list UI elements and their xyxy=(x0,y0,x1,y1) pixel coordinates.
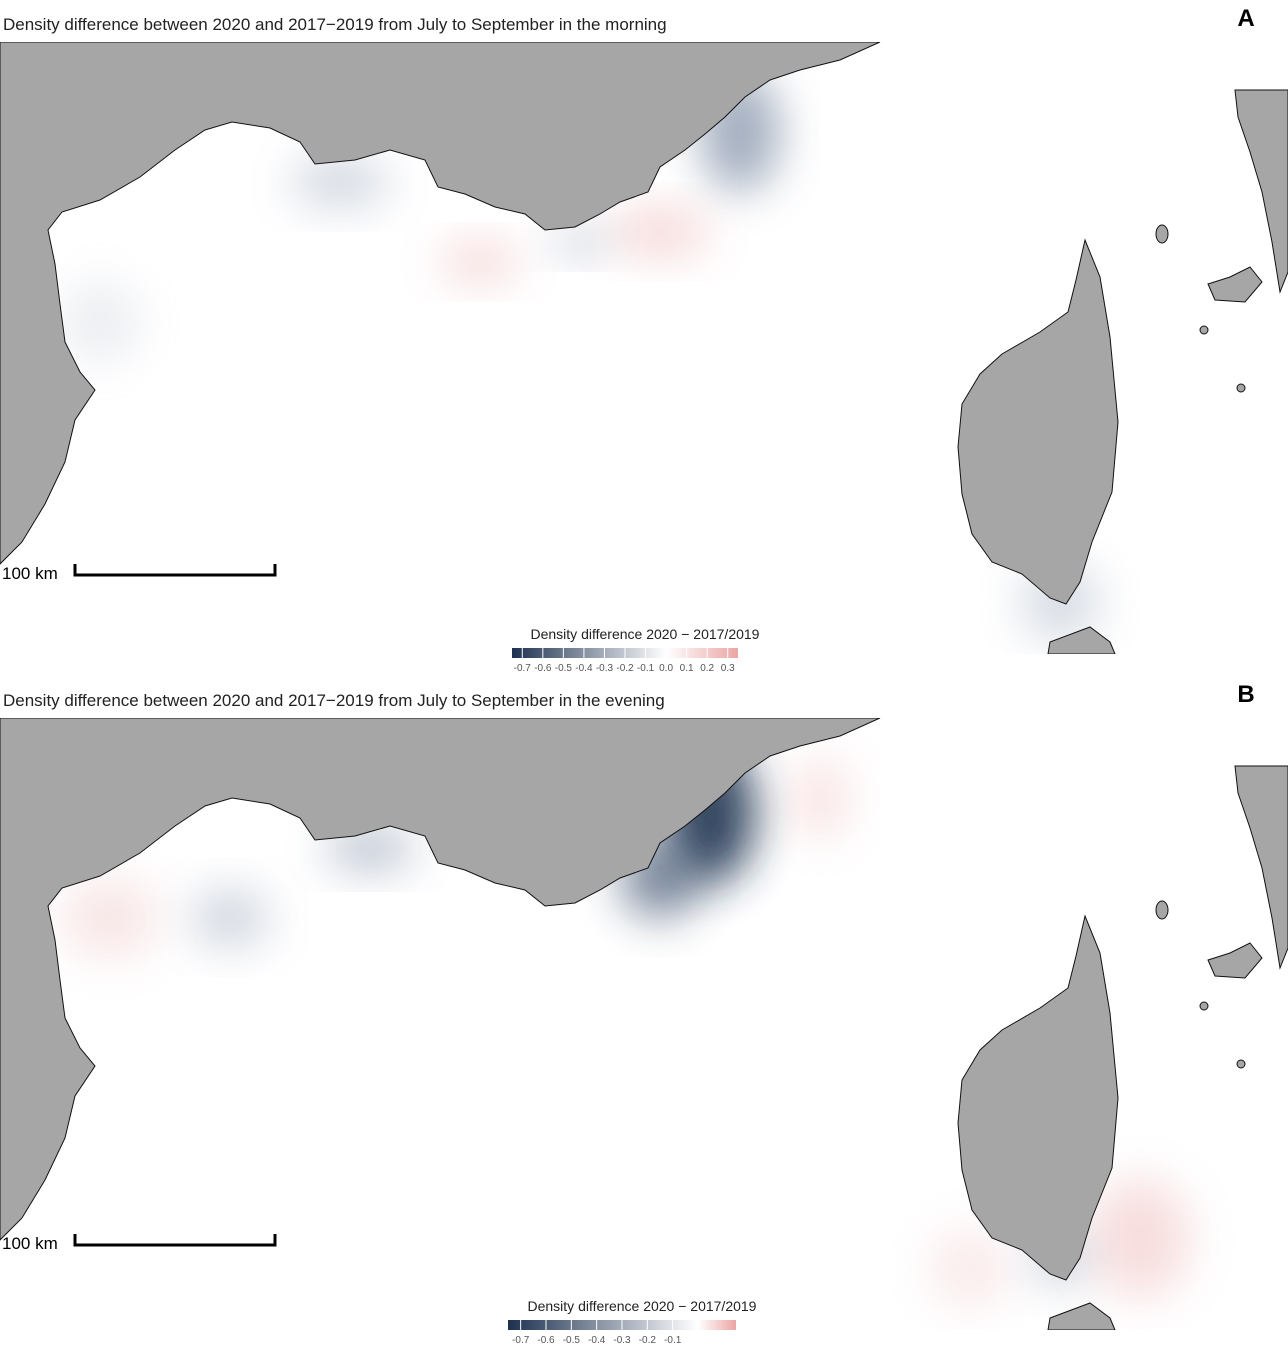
legend-title: Density difference 2020 − 2017/2019 xyxy=(531,626,760,642)
legend-tick-label: 0.1 xyxy=(680,663,694,674)
panel-title: Density difference between 2020 and 2017… xyxy=(3,691,665,710)
italy xyxy=(1234,89,1288,294)
mainland-coast xyxy=(0,42,881,565)
panel-letter: B xyxy=(1237,681,1254,708)
density-blob xyxy=(1090,1178,1190,1298)
islet xyxy=(1199,325,1209,335)
elba xyxy=(1207,266,1263,303)
legend-tick-label: -0.3 xyxy=(613,1335,631,1346)
legend-tick-label: -0.5 xyxy=(555,663,573,674)
corsica xyxy=(957,914,1119,1281)
scale-label: 100 km xyxy=(2,1234,58,1253)
islet xyxy=(1236,1059,1246,1069)
corsica xyxy=(957,238,1119,605)
legend-tick-label: -0.2 xyxy=(616,663,634,674)
density-blob xyxy=(440,242,520,282)
italy xyxy=(1234,765,1288,970)
land xyxy=(0,718,1288,1330)
density-blob xyxy=(930,1228,1010,1308)
panel-letter: A xyxy=(1237,5,1254,32)
legend-tick-label: 0.3 xyxy=(721,663,735,674)
sardinia xyxy=(1047,626,1116,654)
scale-label: 100 km xyxy=(2,564,58,583)
density-blob xyxy=(60,878,160,958)
scale-bar xyxy=(73,564,277,577)
legend-tick-label: 0.0 xyxy=(659,663,673,674)
density-blob xyxy=(190,888,270,948)
legend-tick-label: -0.4 xyxy=(588,1335,606,1346)
density-blob xyxy=(790,758,850,838)
legend-tick-label: 0.2 xyxy=(700,663,714,674)
density-blob xyxy=(550,227,610,257)
sardinia xyxy=(1047,1302,1116,1330)
map-panel xyxy=(0,42,1288,654)
elba xyxy=(1207,942,1263,979)
islet xyxy=(1199,1001,1209,1011)
legend-tick-label: -0.1 xyxy=(664,1335,682,1346)
islet xyxy=(1236,383,1246,393)
legend-tick-label: -0.4 xyxy=(575,663,593,674)
legend-tick-label: -0.7 xyxy=(514,663,532,674)
legend-title: Density difference 2020 − 2017/2019 xyxy=(528,1298,757,1314)
islet xyxy=(1155,224,1169,244)
legend-tick-label: -0.5 xyxy=(563,1335,581,1346)
density-blob xyxy=(60,282,140,362)
scale-bar xyxy=(73,1234,277,1247)
map-panel xyxy=(0,718,1288,1330)
legend-tick-label: -0.3 xyxy=(596,663,614,674)
panel-title: Density difference between 2020 and 2017… xyxy=(3,15,667,34)
islet xyxy=(1155,900,1169,920)
density-blob xyxy=(610,207,710,257)
legend-tick-label: -0.6 xyxy=(534,663,552,674)
mainland-coast xyxy=(0,718,881,1241)
legend-tick-label: -0.2 xyxy=(639,1335,657,1346)
legend-tick-label: -0.1 xyxy=(637,663,655,674)
legend-tick-label: -0.7 xyxy=(512,1335,530,1346)
legend-tick-label: -0.6 xyxy=(537,1335,555,1346)
land xyxy=(0,42,1288,654)
density-blob xyxy=(290,157,390,207)
